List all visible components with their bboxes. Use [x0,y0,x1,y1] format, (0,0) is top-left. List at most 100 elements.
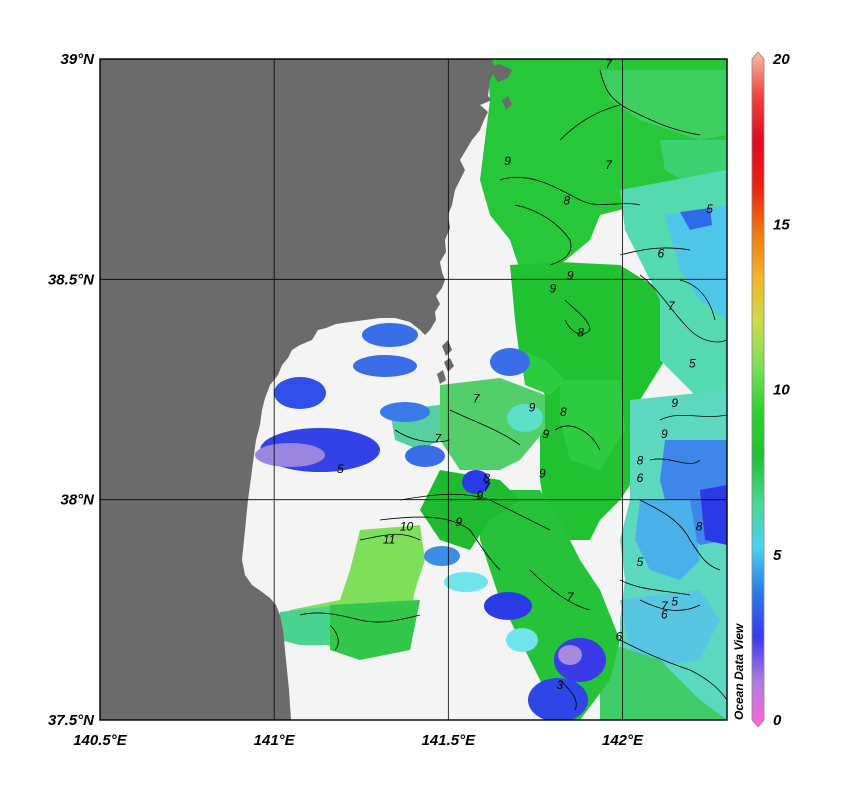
map-frame [99,58,728,721]
blue-patch-south-2 [484,592,532,620]
blue-patch-bay-8 [462,470,490,494]
contour-value-label: 11 [383,533,395,547]
colorbar-bar [751,51,765,728]
lat-tick-label: 39°N [60,51,95,68]
purple-patch-bay [255,443,325,467]
blue-patch-bay-1 [362,323,418,347]
contour-lines [299,69,727,711]
contour-line [449,409,521,446]
contour-value-label: 3 [556,678,563,692]
ocean-data-view-watermark: Ocean Data View [732,623,746,720]
blue-patch-bay-5 [380,402,430,422]
lat-tick-label: 38.5°N [48,271,95,288]
colorbar-tick-label: 20 [772,51,790,68]
contour-line [599,69,701,136]
contour-line [619,639,727,701]
colorbar-tick-label: 0 [773,712,782,729]
contour-line [649,458,701,464]
contour-value-label: 9 [539,467,546,481]
blue-patch-ne [680,208,712,230]
lon-tick-label: 142°E [602,732,644,749]
contour-line [559,679,577,711]
contour-line [394,429,451,443]
blue-patch-bay-2 [353,355,417,377]
green-field-inner-bay [440,378,545,470]
contour-value-label: 9 [476,489,483,503]
longitude-labels: 140.5°E 141°E 141.5°E 142°E [73,732,644,749]
contour-line [529,569,591,611]
contour-line [329,624,339,651]
contour-value-label: 8 [637,453,644,467]
contour-line [359,533,421,541]
contour-line [514,204,572,266]
island [444,358,454,372]
latitude-labels: 39°N 38.5°N 38°N 37.5°N [48,51,95,729]
contour-value-label: 7 [605,158,613,172]
contour-value-label: 9 [529,401,536,415]
contour-line [679,279,716,321]
contour-value-label: 9 [543,427,550,441]
blue-field-east-mid [635,500,700,580]
contour-value-label: 8 [483,471,490,485]
contour-value-label: 8 [563,193,570,207]
cyan-field-se [620,590,720,665]
cyan-patch-bay [507,404,543,432]
cyan-patch-south [444,572,488,592]
contour-line [559,104,621,141]
land-mass [100,59,495,720]
contour-value-label: 7 [661,599,669,613]
contour-line [379,516,501,571]
temperature-field [255,59,727,720]
contour-value-label: 10 [400,520,414,534]
contour-value-label: 9 [504,154,511,168]
blue-patch-south-1 [424,546,460,566]
colorbar-tick-label: 15 [773,216,790,233]
contour-value-label: 6 [657,246,664,260]
colorbar: 20 15 10 5 0 [751,51,790,729]
contour-value-label: 7 [435,431,443,445]
contour-value-label: 7 [483,480,491,494]
contour-value-label: 9 [671,396,678,410]
contour-value-label: 5 [689,356,696,370]
blue-patch-bay-6 [490,348,530,376]
lat-tick-label: 38°N [60,492,95,509]
green-field-south-east [600,640,727,720]
blue-patch-south-4 [528,678,588,720]
lon-tick-label: 141°E [254,732,296,749]
contour-value-label: 7 [605,57,613,71]
cyan-patch-south-2 [506,628,538,652]
lon-tick-label: 141.5°E [422,732,477,749]
contour-line [619,247,691,256]
contour-value-label: 9 [549,282,556,296]
contour-value-label: 6 [637,471,644,485]
lon-tick-label: 140.5°E [73,732,128,749]
contour-line [639,599,701,611]
contour-line [639,499,721,571]
blue-patch-bay-3 [274,377,326,409]
contour-value-label: 9 [567,268,574,282]
contour-line [639,274,727,343]
contour-value-label: 8 [560,405,567,419]
contour-value-label: 7 [473,392,481,406]
island [502,96,512,110]
contour-value-label: 9 [455,515,462,529]
contour-value-label: 9 [661,427,668,441]
contour-line [554,425,601,451]
contour-value-label: 7 [668,299,676,313]
contour-value-label: 5 [637,555,644,569]
green-field-central-lobe [560,380,625,470]
contour-line [619,579,691,596]
map-grid [100,59,727,720]
green-patch-central [520,350,565,395]
blue-patch-bay-7 [405,445,445,467]
contour-value-label: 5 [706,202,713,216]
green-field-dark-core [420,470,520,550]
contour-line [299,612,421,623]
island [437,370,446,384]
island [492,64,512,82]
cyan-field-east [665,205,727,320]
purple-patch-south [558,645,582,665]
